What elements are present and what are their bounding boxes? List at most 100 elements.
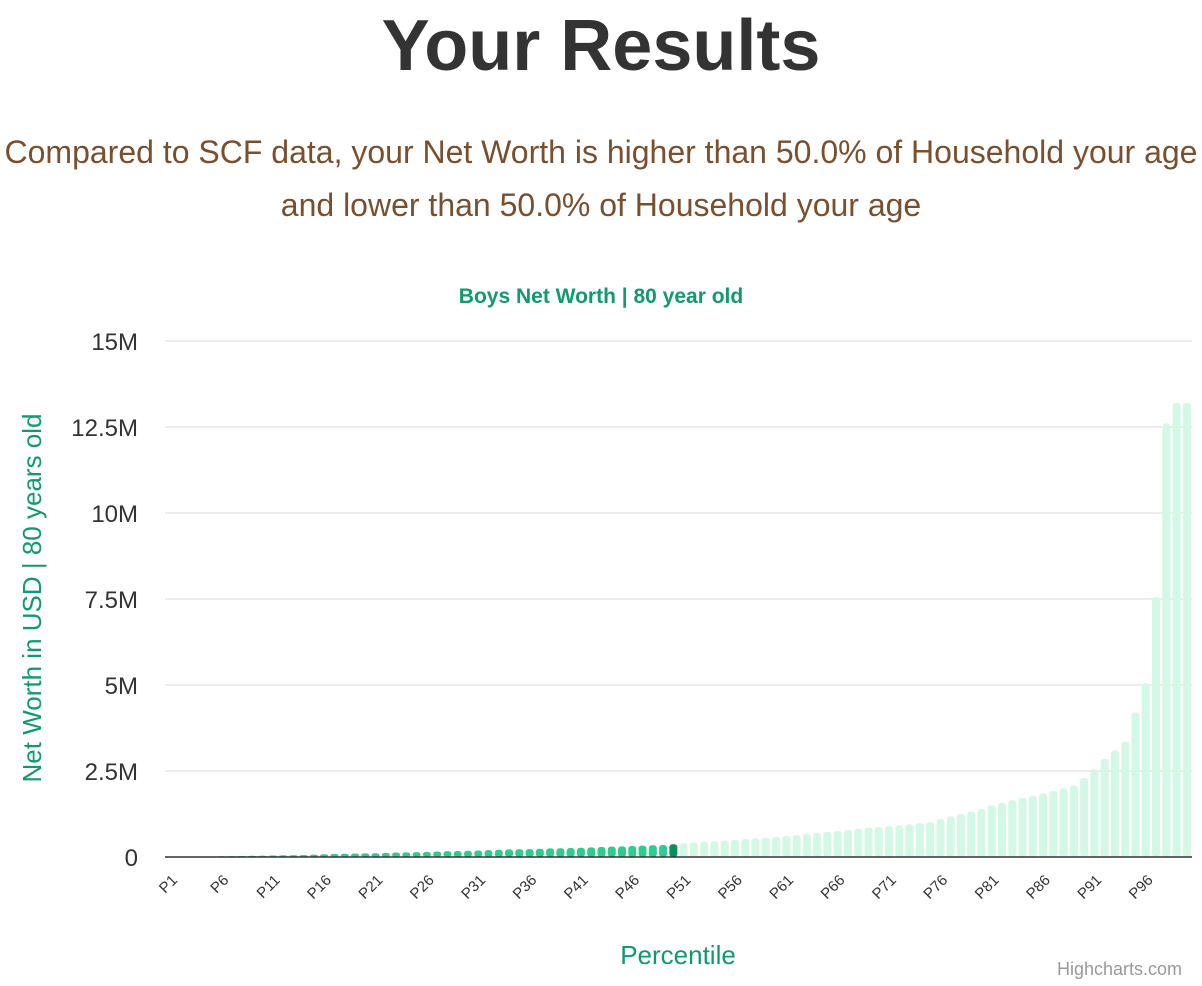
credits-link[interactable]: Highcharts.com [1057, 959, 1182, 979]
bar-p87[interactable] [1049, 790, 1058, 857]
bar-p18[interactable] [340, 853, 349, 857]
bar-p83[interactable] [1008, 800, 1017, 857]
bar-p74[interactable] [915, 823, 924, 857]
bar-p66[interactable] [833, 830, 842, 857]
bar-p71[interactable] [885, 826, 894, 857]
bar-p46[interactable] [628, 845, 637, 857]
bar-p60[interactable] [772, 837, 781, 857]
bar-p35[interactable] [515, 849, 524, 857]
bar-p31[interactable] [474, 850, 483, 857]
x-tick-label: P61 [766, 872, 797, 903]
bar-p33[interactable] [494, 849, 503, 857]
bar-p68[interactable] [854, 828, 863, 857]
bar-p22[interactable] [381, 852, 390, 857]
bar-p65[interactable] [823, 831, 832, 857]
bar-p36[interactable] [525, 849, 534, 857]
x-tick-label: P41 [561, 872, 592, 903]
bar-p80[interactable] [977, 808, 986, 857]
bar-p63[interactable] [802, 833, 811, 857]
bar-p32[interactable] [484, 850, 493, 857]
x-tick-label: P56 [715, 872, 746, 903]
bar-p54[interactable] [710, 841, 719, 857]
bar-p38[interactable] [546, 848, 555, 857]
bar-p62[interactable] [792, 834, 801, 857]
bar-p79[interactable] [967, 811, 976, 857]
x-tick-label: P81 [972, 872, 1003, 903]
bar-p48[interactable] [648, 845, 657, 857]
bar-p69[interactable] [864, 827, 873, 857]
y-tick-label: 2.5M [85, 759, 138, 786]
bar-p20[interactable] [361, 853, 370, 857]
bar-p70[interactable] [874, 827, 883, 857]
bar-p81[interactable] [987, 805, 996, 857]
bar-p21[interactable] [371, 853, 380, 857]
bar-p73[interactable] [905, 824, 914, 857]
bar-p17[interactable] [330, 853, 339, 857]
bar-p55[interactable] [720, 840, 729, 857]
bar-p78[interactable] [956, 814, 965, 857]
bar-p24[interactable] [402, 852, 411, 857]
bar-p27[interactable] [433, 851, 442, 858]
bar-p85[interactable] [1028, 795, 1037, 857]
x-tick-label: P1 [156, 872, 181, 897]
bar-p96[interactable] [1141, 683, 1150, 857]
bar-p76[interactable] [936, 819, 945, 857]
bar-p19[interactable] [350, 853, 359, 857]
bar-p52[interactable] [689, 842, 698, 857]
bar-p92[interactable] [1100, 758, 1109, 857]
bar-p53[interactable] [700, 841, 709, 857]
bar-p75[interactable] [926, 822, 935, 857]
bar-p49[interactable] [659, 844, 668, 857]
bar-p72[interactable] [895, 825, 904, 857]
grid-lines [165, 340, 1192, 772]
bar-p34[interactable] [505, 849, 514, 857]
y-tick-label: 0 [125, 845, 138, 872]
bar-p64[interactable] [813, 832, 822, 857]
bar-p58[interactable] [751, 838, 760, 857]
bar-p50[interactable] [669, 844, 678, 857]
bar-p59[interactable] [761, 837, 770, 857]
bar-p39[interactable] [556, 848, 565, 857]
bar-p88[interactable] [1059, 788, 1068, 857]
bar-p97[interactable] [1152, 597, 1161, 857]
bar-p94[interactable] [1121, 741, 1130, 857]
y-axis-label: Net Worth in USD | 80 years old [17, 414, 47, 783]
bar-p67[interactable] [843, 829, 852, 857]
bar-p47[interactable] [638, 845, 647, 857]
bar-p51[interactable] [679, 843, 688, 857]
bar-p25[interactable] [412, 852, 421, 857]
bar-p100[interactable] [1182, 402, 1191, 857]
bar-p45[interactable] [618, 846, 627, 857]
bar-p82[interactable] [998, 802, 1007, 857]
bar-p43[interactable] [597, 847, 606, 857]
x-tick-label: P46 [612, 872, 643, 903]
bar-p30[interactable] [463, 850, 472, 857]
bar-p40[interactable] [566, 848, 575, 857]
bar-p57[interactable] [741, 839, 750, 857]
bar-p99[interactable] [1172, 402, 1181, 857]
page-title: Your Results [381, 6, 821, 86]
bar-p28[interactable] [443, 851, 452, 857]
bar-p98[interactable] [1162, 423, 1171, 857]
bar-p61[interactable] [782, 836, 791, 857]
bar-p90[interactable] [1080, 777, 1089, 857]
bar-p89[interactable] [1069, 785, 1078, 857]
bar-p84[interactable] [1018, 797, 1027, 857]
bar-p56[interactable] [730, 839, 739, 857]
bar-p29[interactable] [453, 850, 462, 857]
x-tick-label: P76 [920, 872, 951, 903]
bar-p44[interactable] [607, 846, 616, 857]
x-tick-label: P96 [1126, 872, 1157, 903]
bar-p26[interactable] [422, 851, 431, 857]
bar-p23[interactable] [392, 852, 401, 857]
bar-p77[interactable] [946, 816, 955, 857]
bar-p41[interactable] [576, 847, 585, 857]
bar-p95[interactable] [1131, 712, 1140, 857]
bar-p86[interactable] [1039, 793, 1048, 857]
bar-p37[interactable] [535, 848, 544, 857]
result-text: Compared to SCF data, your Net Worth is … [4, 134, 1198, 223]
bar-p91[interactable] [1090, 769, 1099, 857]
bar-p93[interactable] [1110, 750, 1119, 857]
bar-p42[interactable] [587, 847, 596, 857]
